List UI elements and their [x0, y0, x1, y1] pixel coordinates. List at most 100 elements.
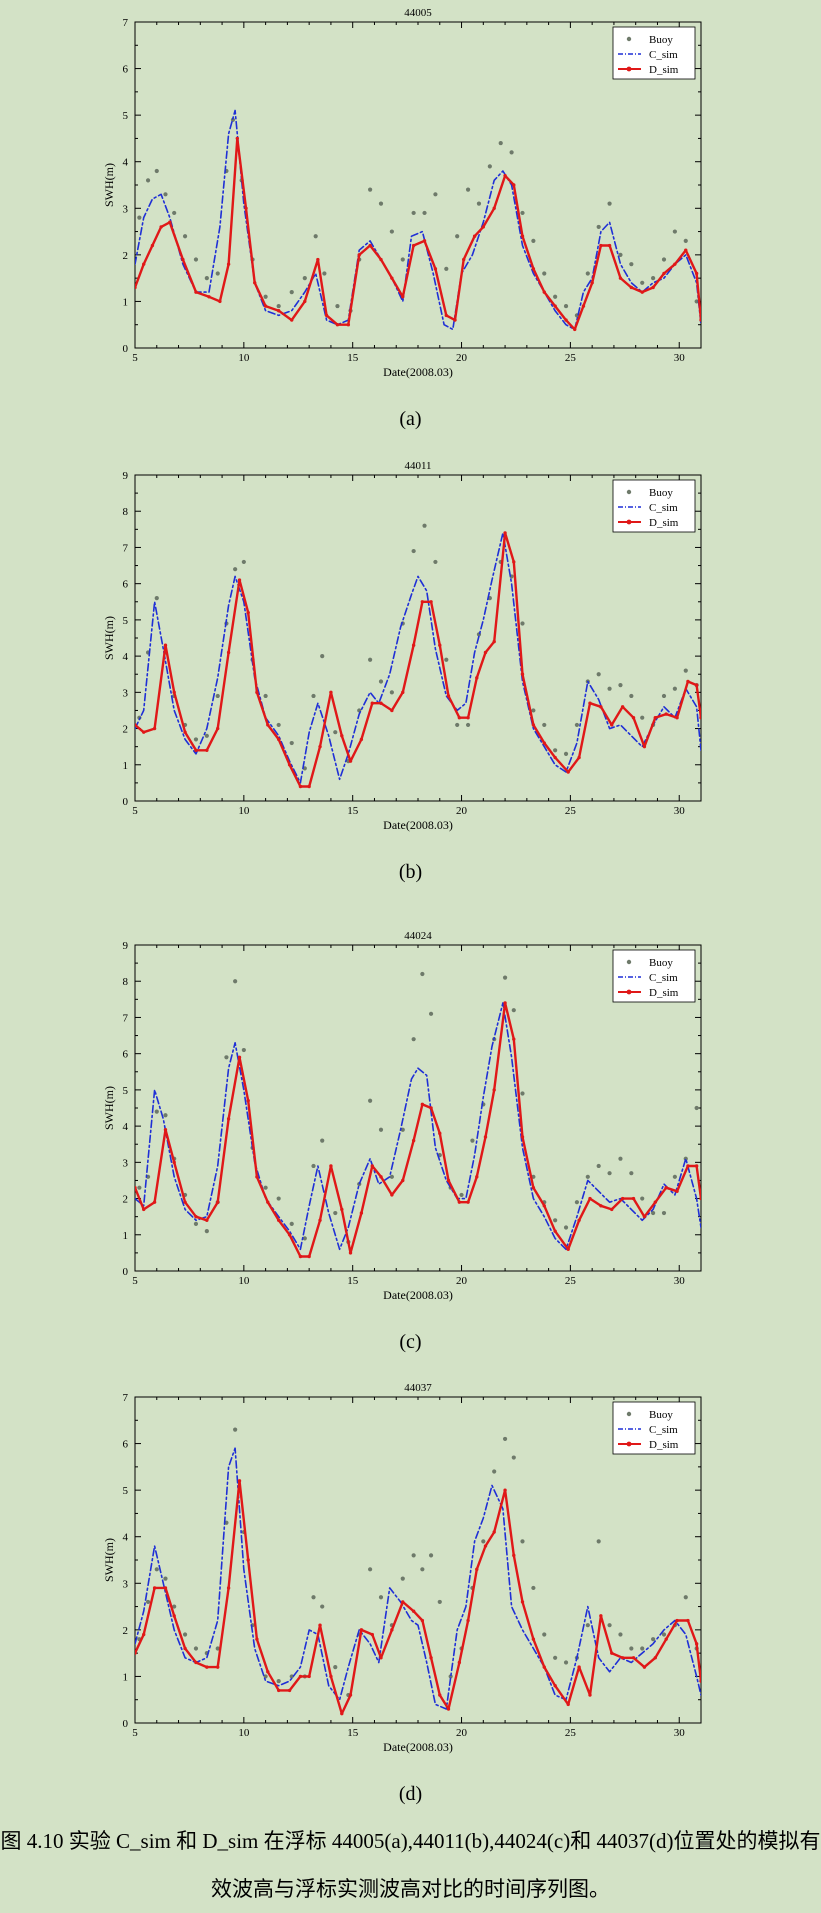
- y-tick-label: 5: [123, 615, 129, 627]
- point-d_sim: [194, 1214, 198, 1219]
- point-d_sim: [631, 1656, 636, 1660]
- point-d_sim: [346, 323, 351, 327]
- point-d_sim: [340, 1207, 344, 1212]
- point-d_sim: [370, 701, 374, 705]
- point-d_sim: [577, 1218, 581, 1222]
- point-d_sim: [675, 1189, 679, 1194]
- point-buoy: [289, 1221, 294, 1227]
- point-d_sim: [420, 1618, 425, 1623]
- point-d_sim: [246, 1558, 250, 1562]
- point-d_sim: [379, 1656, 383, 1660]
- point-buoy: [651, 1637, 656, 1642]
- x-tick-label: 20: [456, 352, 468, 364]
- point-buoy: [204, 1229, 209, 1234]
- point-d_sim: [472, 234, 477, 238]
- point-buoy: [302, 1236, 307, 1241]
- point-buoy: [215, 693, 220, 699]
- point-d_sim: [168, 220, 172, 224]
- point-buoy: [596, 672, 601, 677]
- point-d_sim: [420, 1102, 425, 1107]
- point-d_sim: [226, 1117, 231, 1121]
- point-buoy: [400, 1127, 405, 1132]
- point-d_sim: [163, 643, 168, 647]
- figure-caption-line1: 图 4.10 实验 C_sim 和 D_sim 在浮标 44005(a),440…: [0, 1829, 821, 1853]
- point-buoy: [322, 271, 327, 276]
- point-buoy: [368, 1567, 373, 1572]
- point-d_sim: [653, 1656, 657, 1660]
- point-d_sim: [492, 1530, 496, 1534]
- point-d_sim: [438, 1693, 442, 1697]
- point-d_sim: [401, 295, 405, 299]
- y-tick-label: 6: [123, 1049, 129, 1061]
- point-d_sim: [599, 1204, 603, 1208]
- point-buoy: [618, 682, 623, 688]
- point-d_sim: [359, 737, 364, 742]
- point-buoy: [389, 690, 394, 695]
- point-d_sim: [438, 1131, 442, 1136]
- point-d_sim: [226, 1586, 231, 1590]
- point-buoy: [289, 740, 294, 746]
- point-d_sim: [475, 1567, 479, 1572]
- point-d_sim: [588, 1196, 592, 1201]
- point-buoy: [553, 294, 558, 299]
- y-tick-label: 0: [123, 796, 129, 808]
- point-buoy: [428, 1011, 434, 1016]
- point-buoy: [629, 1646, 634, 1651]
- y-tick-label: 7: [123, 17, 129, 29]
- point-buoy: [531, 238, 536, 243]
- y-tick-label: 2: [123, 1625, 129, 1637]
- y-tick-label: 4: [123, 157, 129, 169]
- point-d_sim: [357, 253, 361, 257]
- point-buoy: [640, 715, 645, 720]
- point-d_sim: [531, 1185, 536, 1190]
- point-buoy: [520, 1091, 525, 1096]
- point-d_sim: [253, 281, 257, 285]
- point-d_sim: [553, 304, 557, 308]
- point-buoy: [193, 737, 199, 742]
- point-buoy: [311, 693, 316, 699]
- point-d_sim: [159, 225, 163, 229]
- series-line-c_sim: [135, 532, 701, 784]
- point-buoy: [215, 1646, 220, 1651]
- point-buoy: [455, 234, 460, 239]
- point-d_sim: [237, 1055, 242, 1059]
- point-d_sim: [581, 304, 586, 308]
- point-d_sim: [699, 318, 701, 322]
- point-buoy: [683, 1595, 688, 1600]
- point-d_sim: [588, 701, 592, 705]
- point-d_sim: [512, 560, 516, 564]
- point-d_sim: [135, 285, 137, 290]
- point-d_sim: [475, 676, 479, 680]
- point-buoy: [193, 1221, 199, 1227]
- point-buoy: [204, 276, 209, 281]
- point-buoy: [276, 1678, 281, 1684]
- point-d_sim: [686, 1164, 690, 1168]
- x-tick-label: 20: [456, 805, 468, 817]
- point-d_sim: [618, 276, 623, 280]
- point-buoy: [145, 178, 151, 183]
- point-buoy: [476, 201, 482, 206]
- point-buoy: [465, 722, 471, 728]
- point-d_sim: [390, 1628, 394, 1632]
- point-d_sim: [150, 243, 155, 248]
- point-d_sim: [379, 701, 383, 705]
- point-d_sim: [172, 690, 176, 695]
- point-d_sim: [429, 1656, 433, 1660]
- legend-label-d_sim: D_sim: [649, 987, 679, 999]
- point-d_sim: [664, 1185, 668, 1190]
- point-buoy: [470, 1138, 475, 1143]
- point-d_sim: [577, 755, 581, 760]
- point-d_sim: [266, 1670, 270, 1674]
- point-buoy: [640, 280, 645, 285]
- point-d_sim: [699, 1196, 701, 1201]
- point-buoy: [574, 1200, 580, 1205]
- point-d_sim: [183, 1200, 187, 1204]
- point-buoy: [433, 192, 438, 197]
- legend-label-c_sim: C_sim: [649, 972, 678, 984]
- point-d_sim: [566, 770, 570, 774]
- point-d_sim: [324, 313, 329, 318]
- point-d_sim: [653, 1200, 657, 1204]
- chart-44011: 44011 Date(2008.03) SWH(m) 5 10 15 20 25 30 0 1 2 3 4…: [102, 460, 702, 832]
- point-d_sim: [664, 1637, 668, 1641]
- point-buoy: [481, 1539, 486, 1544]
